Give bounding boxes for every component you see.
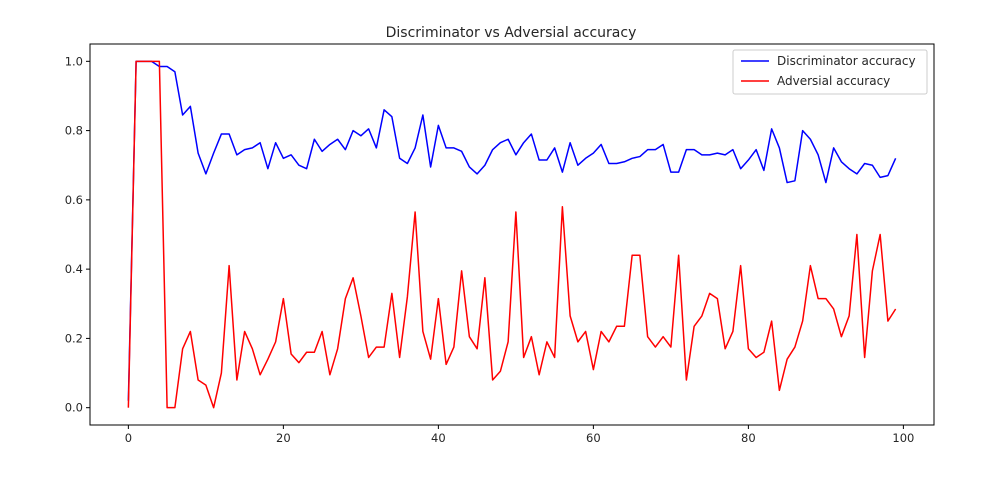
x-axis: 0 20 40 60 80 100 bbox=[125, 425, 914, 445]
chart-title: Discriminator vs Adversial accuracy bbox=[386, 25, 637, 41]
x-tick-label: 20 bbox=[276, 431, 291, 445]
legend-box bbox=[732, 49, 928, 95]
series-line-0 bbox=[127, 60, 897, 401]
x-tick-label: 80 bbox=[741, 431, 756, 445]
y-tick-label: 0.4 bbox=[65, 262, 83, 276]
series-line-1 bbox=[127, 60, 897, 409]
series-layer bbox=[127, 60, 897, 409]
y-tick-label: 0.8 bbox=[65, 124, 83, 138]
x-tick-label: 40 bbox=[431, 431, 446, 445]
y-tick-label: 0.0 bbox=[65, 401, 83, 415]
y-tick-label: 0.2 bbox=[65, 331, 83, 345]
y-tick-label: 0.6 bbox=[65, 193, 83, 207]
x-tick-label: 100 bbox=[892, 431, 914, 445]
legend-label-adversial: Adversial accuracy bbox=[777, 74, 890, 88]
x-tick-label: 0 bbox=[125, 431, 132, 445]
y-tick-label: 1.0 bbox=[65, 54, 83, 68]
legend: Discriminator accuracy Adversial accurac… bbox=[732, 49, 928, 95]
axes-frame bbox=[89, 43, 935, 426]
y-axis: 0.0 0.2 0.4 0.6 0.8 1.0 bbox=[65, 54, 90, 415]
x-tick-label: 60 bbox=[586, 431, 601, 445]
legend-label-discriminator: Discriminator accuracy bbox=[777, 54, 916, 68]
